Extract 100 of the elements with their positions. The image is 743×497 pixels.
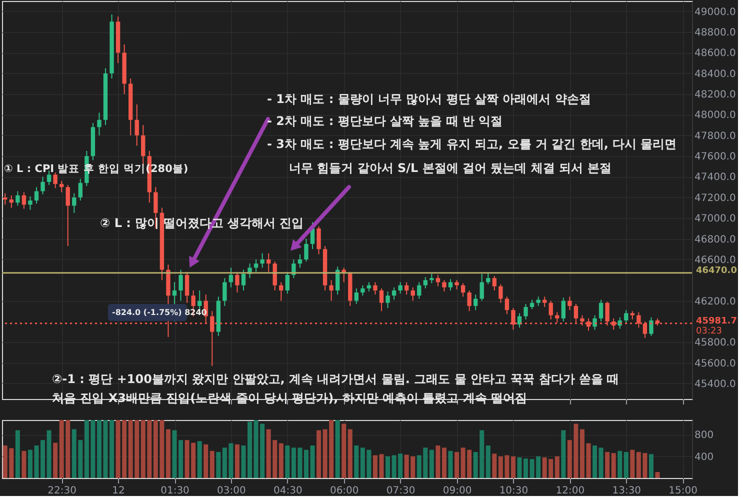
y-tick-label: 400 <box>694 452 714 463</box>
candlestick <box>454 280 459 290</box>
candlestick <box>266 252 271 272</box>
candlestick <box>423 276 428 289</box>
candlestick <box>354 288 359 304</box>
y-tick-label: 48400.0 <box>694 68 736 80</box>
x-tick-label: 15:00 <box>668 486 698 496</box>
bar <box>46 430 52 478</box>
bar <box>372 455 378 478</box>
bar <box>386 456 390 478</box>
candlestick <box>417 282 422 300</box>
candlestick <box>260 252 264 268</box>
bar <box>580 429 584 478</box>
bar <box>342 424 346 478</box>
y-tick-label: 45800.0 <box>694 338 736 349</box>
candlestick <box>448 278 453 291</box>
candlestick <box>524 303 528 320</box>
candlestick <box>329 280 334 302</box>
candlestick <box>304 238 308 262</box>
ref-line-label: 46470.0 <box>696 266 737 276</box>
x-tick-label: 12:00 <box>556 486 585 496</box>
x-tick-label: 22:30 <box>48 486 77 496</box>
bar <box>316 430 322 478</box>
bar <box>348 429 352 478</box>
bar <box>436 445 440 478</box>
y-tick-label: 49000.0 <box>694 6 736 18</box>
candlestick <box>285 271 290 294</box>
candlestick <box>430 273 434 284</box>
candlestick <box>649 316 654 336</box>
candlestick <box>568 296 572 311</box>
y-tick-label: 48800.0 <box>694 28 736 39</box>
annotation: - 3차 매도 : 평단보다 계속 높게 유지 되고, 오를 거 같긴 한데, 다시 물리면 <box>267 137 677 151</box>
candlestick <box>53 172 58 189</box>
candlestick <box>624 310 628 324</box>
x-tick-label: 10:30 <box>499 486 528 496</box>
y-tick-label: 47000.0 <box>694 214 736 225</box>
bar <box>304 450 308 478</box>
bar <box>442 448 446 478</box>
x-tick-label: 12 <box>112 486 125 496</box>
candlestick <box>40 176 45 195</box>
candlestick <box>28 196 32 210</box>
candlestick <box>228 267 234 288</box>
bar <box>492 454 497 478</box>
bar <box>53 442 58 478</box>
y-tick-label: 47200.0 <box>694 192 736 204</box>
candlestick <box>222 278 227 306</box>
candlestick <box>360 284 365 296</box>
y-tick-label: 45400.0 <box>694 378 736 390</box>
ref-line-label: 45981.7 <box>696 316 737 326</box>
candlestick <box>178 269 183 302</box>
candlestick <box>467 290 472 312</box>
annotation: - 1차 매도 : 물량이 너무 많아서 평단 살짝 아래에서 약손절 <box>267 92 591 106</box>
bar <box>510 456 516 478</box>
bar <box>605 452 610 478</box>
candlestick <box>480 273 484 302</box>
candlestick <box>498 284 503 304</box>
bar <box>96 420 102 478</box>
bar <box>166 429 170 478</box>
candlestick <box>22 192 26 210</box>
bar <box>204 444 208 478</box>
candlestick <box>548 300 553 320</box>
bar <box>15 430 20 478</box>
y-tick-label: 47400.0 <box>694 172 736 184</box>
bar <box>554 456 560 478</box>
candlestick <box>97 112 102 136</box>
bar <box>655 472 660 478</box>
candlestick <box>410 286 415 302</box>
bar <box>379 454 384 478</box>
x-tick-label: 03:00 <box>217 486 246 496</box>
candlestick <box>404 282 409 296</box>
candlestick <box>379 288 384 312</box>
candlestick <box>134 104 139 146</box>
candlestick <box>3 192 8 206</box>
candlestick <box>254 258 258 272</box>
candlestick <box>592 314 597 330</box>
bar <box>598 448 604 478</box>
bar <box>611 453 616 478</box>
annotation: 너무 힘들거 같아서 S/L 본절에 걸어 뒀는데 체결 되서 본절 <box>289 161 612 175</box>
candlestick <box>66 184 70 247</box>
candlestick <box>436 274 440 287</box>
annotation: ②-1 : 평단 +100불까지 왔지만 안팔았고, 계속 내려가면서 물림. 그래도 물 안타고 꾹꾹 참다가 쏟을 때 <box>52 372 620 386</box>
candlestick <box>486 272 490 285</box>
candlestick <box>473 294 478 311</box>
candlestick <box>386 290 390 309</box>
y-tick-label: 46200.0 <box>694 296 736 308</box>
bar <box>210 450 214 478</box>
x-tick-label: 04:30 <box>273 486 302 496</box>
candlestick <box>78 178 83 202</box>
y-tick-label: 800 <box>694 430 714 442</box>
bar <box>561 430 566 478</box>
bar <box>234 444 240 478</box>
bar <box>429 450 434 478</box>
bar <box>310 445 315 478</box>
y-tick-label: 47800.0 <box>694 130 736 142</box>
candlestick <box>492 275 497 291</box>
bar <box>335 420 340 478</box>
bar <box>454 452 460 478</box>
candlestick <box>184 271 190 304</box>
candlestick <box>536 296 540 306</box>
candlestick <box>561 297 566 322</box>
